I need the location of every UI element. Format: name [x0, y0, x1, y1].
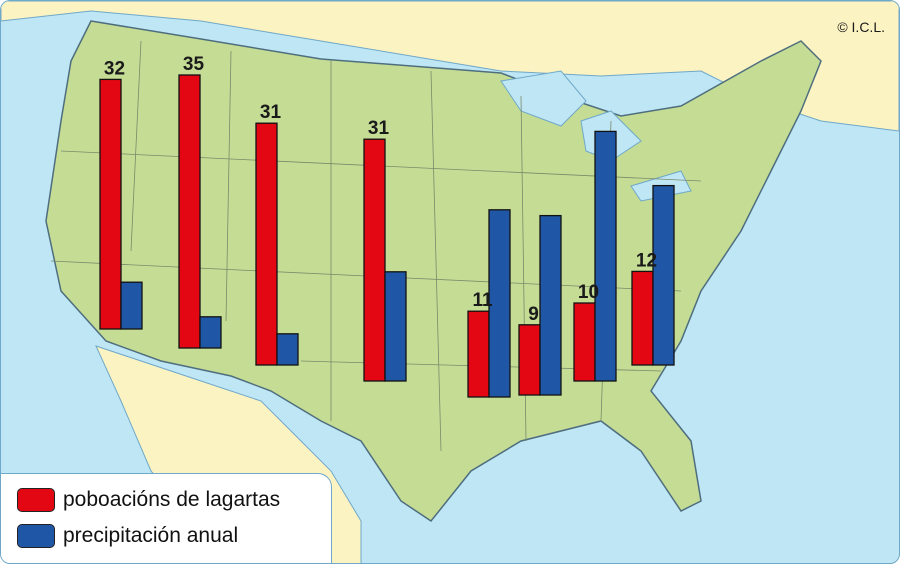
population-bar — [255, 122, 278, 366]
precipitation-bar — [120, 281, 143, 330]
precipitation-bar — [594, 130, 617, 382]
precipitation-bar — [539, 214, 562, 396]
population-bar — [467, 310, 490, 398]
legend-item-population: poboacións de lagartas — [17, 488, 280, 512]
precipitation-bar — [384, 271, 407, 382]
legend-swatch-precipitation — [17, 524, 55, 548]
population-value-label: 31 — [368, 118, 390, 139]
precipitation-bar — [652, 184, 675, 366]
legend-label-population: poboacións de lagartas — [63, 488, 281, 511]
population-value-label: 12 — [636, 250, 657, 271]
neighbor-land-canada — [1, 1, 899, 132]
population-bar — [99, 78, 122, 330]
population-value-label: 11 — [472, 290, 493, 311]
population-value-label: 10 — [578, 282, 599, 303]
legend-item-precipitation: precipitación anual — [17, 524, 238, 548]
legend-swatch-population — [17, 488, 55, 512]
legend-label-precipitation: precipitación anual — [63, 524, 239, 547]
precipitation-bar — [276, 333, 299, 366]
precipitation-bar — [488, 209, 511, 398]
copyright-notice: © I.C.L. — [837, 19, 885, 35]
legend: poboacións de lagartas precipitación anu… — [1, 473, 332, 563]
population-bar — [631, 270, 654, 366]
population-value-label: 32 — [104, 58, 125, 79]
population-bar — [518, 324, 541, 396]
population-bar — [363, 138, 386, 382]
population-bar — [178, 74, 201, 349]
population-value-label: 9 — [528, 304, 539, 325]
population-value-label: 35 — [183, 54, 205, 75]
population-bar — [573, 302, 596, 382]
population-value-label: 31 — [260, 102, 282, 123]
precipitation-bar — [199, 316, 222, 349]
